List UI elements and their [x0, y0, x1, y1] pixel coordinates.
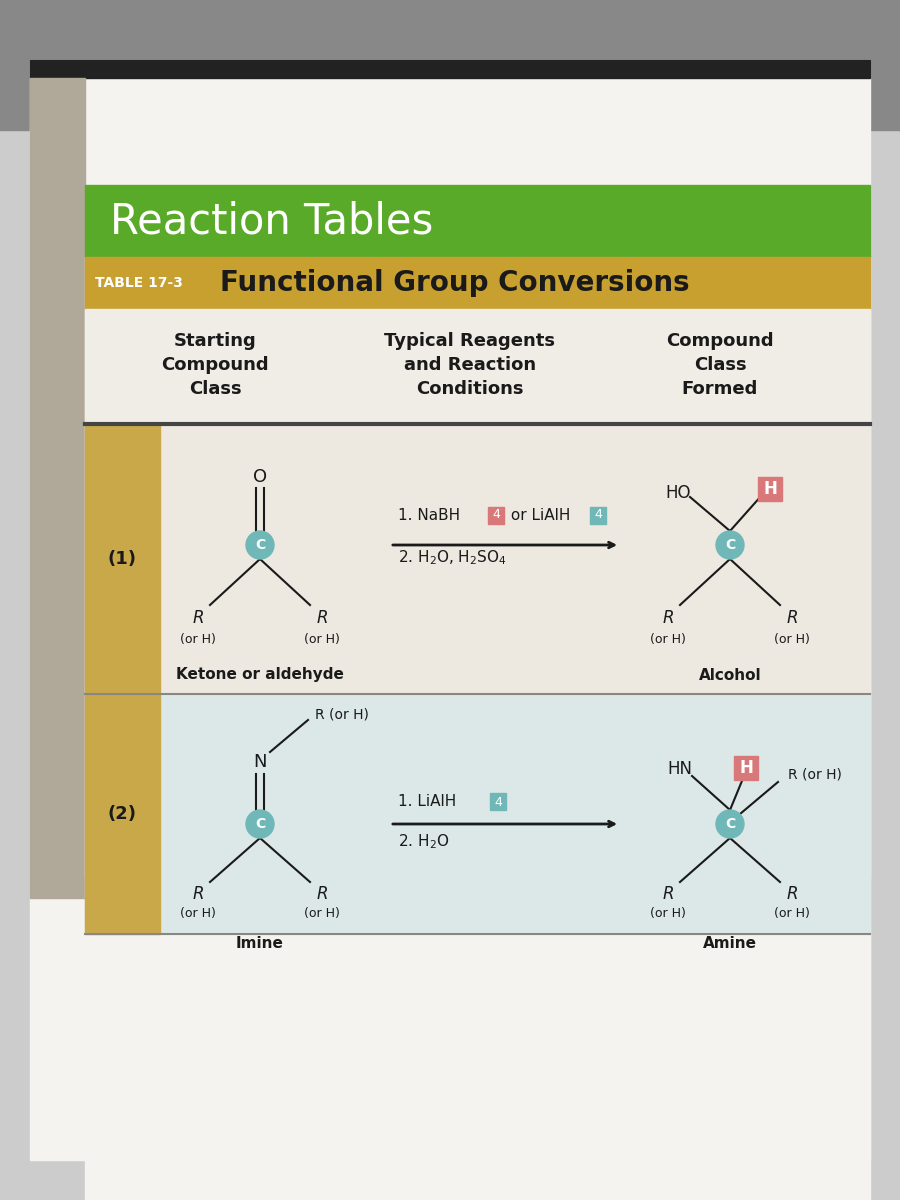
- Text: (or H): (or H): [180, 634, 216, 647]
- Text: R: R: [662, 608, 674, 626]
- Text: TABLE 17-3: TABLE 17-3: [95, 276, 183, 290]
- Text: C: C: [255, 538, 266, 552]
- Text: Compound
Class
Formed: Compound Class Formed: [666, 332, 774, 397]
- Text: 4: 4: [594, 509, 602, 522]
- Text: or LiAlH: or LiAlH: [506, 508, 571, 522]
- Text: O: O: [253, 468, 267, 486]
- Text: Amine: Amine: [703, 936, 757, 952]
- Text: R: R: [316, 886, 328, 902]
- Circle shape: [246, 810, 274, 838]
- Text: R (or H): R (or H): [788, 767, 842, 781]
- Text: (1): (1): [107, 550, 137, 568]
- Text: C: C: [724, 538, 735, 552]
- Text: (or H): (or H): [304, 907, 340, 920]
- Bar: [85, 694, 870, 934]
- Text: H: H: [739, 758, 753, 778]
- Text: R: R: [787, 886, 797, 902]
- Bar: [30, 78, 85, 898]
- Bar: [590, 506, 606, 524]
- Text: (2): (2): [107, 805, 137, 823]
- Bar: [85, 308, 870, 424]
- Bar: [30, 60, 870, 78]
- Text: Alcohol: Alcohol: [698, 667, 761, 683]
- Text: HO: HO: [665, 484, 691, 502]
- Text: Imine: Imine: [236, 936, 284, 952]
- Bar: [758, 476, 782, 502]
- Text: (or H): (or H): [650, 634, 686, 647]
- Text: Starting
Compound
Class: Starting Compound Class: [161, 332, 269, 397]
- Text: HN: HN: [668, 760, 692, 778]
- Text: Functional Group Conversions: Functional Group Conversions: [220, 269, 689, 296]
- Text: Ketone or aldehyde: Ketone or aldehyde: [176, 667, 344, 683]
- Text: (or H): (or H): [180, 907, 216, 920]
- Text: R: R: [316, 608, 328, 626]
- Bar: [85, 694, 160, 934]
- Bar: [0, 0, 900, 130]
- Text: R: R: [662, 886, 674, 902]
- Text: Typical Reagents
and Reaction
Conditions: Typical Reagents and Reaction Conditions: [384, 332, 555, 397]
- Text: R: R: [193, 886, 203, 902]
- Text: R: R: [787, 608, 797, 626]
- Bar: [85, 424, 160, 694]
- Text: R: R: [193, 608, 203, 626]
- Text: C: C: [724, 817, 735, 830]
- Circle shape: [246, 530, 274, 559]
- Text: C: C: [255, 817, 266, 830]
- Text: 4: 4: [494, 796, 502, 809]
- Bar: [85, 934, 870, 1200]
- Bar: [85, 424, 870, 694]
- Text: (or H): (or H): [774, 634, 810, 647]
- Text: 1. LiAlH: 1. LiAlH: [398, 794, 456, 810]
- Bar: [85, 185, 870, 257]
- Circle shape: [716, 810, 744, 838]
- Text: R (or H): R (or H): [315, 707, 369, 721]
- Text: (or H): (or H): [304, 634, 340, 647]
- Bar: [488, 506, 504, 524]
- Text: N: N: [253, 754, 266, 770]
- Text: Reaction Tables: Reaction Tables: [110, 200, 433, 242]
- Text: 4: 4: [492, 509, 500, 522]
- Bar: [734, 756, 758, 780]
- Text: (or H): (or H): [774, 907, 810, 920]
- Text: 2. H$_2$O, H$_2$SO$_4$: 2. H$_2$O, H$_2$SO$_4$: [398, 548, 507, 568]
- Text: H: H: [763, 480, 777, 498]
- Bar: [490, 793, 506, 810]
- Text: 2. H$_2$O: 2. H$_2$O: [398, 833, 449, 851]
- Bar: [85, 257, 870, 308]
- Text: 1. NaBH: 1. NaBH: [398, 508, 460, 522]
- Circle shape: [716, 530, 744, 559]
- Text: (or H): (or H): [650, 907, 686, 920]
- Bar: [85, 257, 870, 877]
